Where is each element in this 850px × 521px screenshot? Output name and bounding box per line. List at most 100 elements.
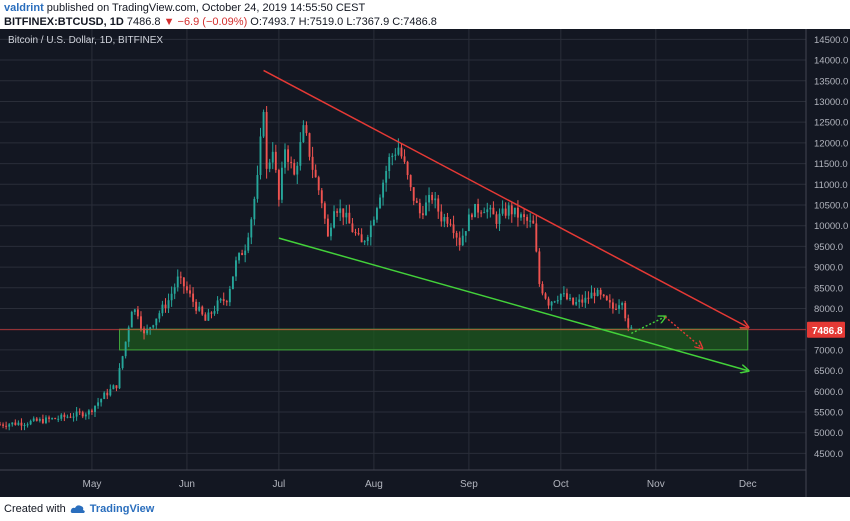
candle-body xyxy=(109,389,112,396)
resistance-trendline xyxy=(263,69,748,327)
x-tick-label: May xyxy=(82,479,101,490)
candle-body xyxy=(611,302,614,309)
last-price-tag-label: 7486.8 xyxy=(812,326,843,337)
candle-body xyxy=(461,235,464,246)
candle-body xyxy=(259,136,262,176)
y-tick-label: 11500.0 xyxy=(814,159,848,170)
candle-body xyxy=(516,207,519,218)
x-tick-label: Oct xyxy=(553,479,569,490)
candle-body xyxy=(216,300,219,312)
candle-body xyxy=(189,290,191,294)
candle-body xyxy=(467,214,470,232)
candle-body xyxy=(452,224,455,233)
candle-body xyxy=(434,198,437,201)
author-name[interactable]: valdrint xyxy=(4,2,44,14)
candle-body xyxy=(51,418,54,420)
brand-name[interactable]: TradingView xyxy=(89,503,155,515)
x-tick-label: Nov xyxy=(647,479,665,490)
candle-body xyxy=(575,302,578,305)
candle-body xyxy=(348,212,351,224)
candle-body xyxy=(219,299,222,301)
candle-body xyxy=(572,297,575,305)
chart-title: Bitcoin / U.S. Dollar, 1D, BITFINEX xyxy=(8,35,163,46)
candle-body xyxy=(608,300,611,303)
candle-body xyxy=(17,422,20,425)
candle-body xyxy=(41,419,44,423)
candle-body xyxy=(45,417,47,423)
candle-body xyxy=(231,276,234,289)
candle-body xyxy=(627,318,630,328)
candle-body xyxy=(547,298,550,306)
x-tick-label: Jun xyxy=(179,479,195,490)
candle-body xyxy=(100,398,103,403)
candle-body xyxy=(342,208,345,218)
candle-body xyxy=(311,156,314,170)
candle-body xyxy=(458,237,461,246)
candle-body xyxy=(412,187,415,201)
high-value: 7519.0 xyxy=(309,16,344,28)
y-tick-label: 14500.0 xyxy=(814,35,848,46)
candle-body xyxy=(403,156,406,162)
candle-body xyxy=(2,424,5,426)
candle-body xyxy=(440,211,443,222)
candle-body xyxy=(323,203,326,219)
candle-body xyxy=(624,303,627,319)
candle-body xyxy=(63,414,66,418)
candle-body xyxy=(158,313,161,319)
candle-body xyxy=(204,314,207,321)
candle-body xyxy=(118,368,121,389)
publish-text: published on TradingView.com, October 24… xyxy=(46,2,366,14)
x-tick-label: Jul xyxy=(272,479,285,490)
candle-body xyxy=(155,318,158,326)
y-tick-label: 11000.0 xyxy=(814,180,848,191)
candle-body xyxy=(170,293,173,301)
candle-body xyxy=(317,177,320,191)
candle-body xyxy=(566,293,568,300)
chart-container[interactable]: Bitcoin / U.S. Dollar, 1D, BITFINEX 4500.… xyxy=(0,29,850,497)
y-tick-label: 13000.0 xyxy=(814,97,848,108)
y-tick-label: 12000.0 xyxy=(814,138,848,149)
candle-body xyxy=(428,194,430,203)
candle-body xyxy=(366,237,369,242)
candle-body xyxy=(409,175,412,188)
candle-body xyxy=(185,286,188,291)
y-tick-label: 6000.0 xyxy=(814,387,843,398)
candle-body xyxy=(244,250,247,256)
candle-body xyxy=(54,418,57,420)
candle-body xyxy=(225,301,228,303)
candle-body xyxy=(280,167,283,200)
candle-body xyxy=(354,232,357,234)
chart-background xyxy=(0,29,850,497)
candle-body xyxy=(210,312,213,314)
candle-body xyxy=(550,301,553,306)
candle-body xyxy=(529,220,532,222)
candle-body xyxy=(578,299,581,303)
candle-body xyxy=(581,299,584,303)
candle-body xyxy=(302,125,305,143)
x-tick-label: Sep xyxy=(460,479,478,490)
x-tick-label: Aug xyxy=(365,479,383,490)
candle-body xyxy=(363,241,366,243)
candle-body xyxy=(526,217,529,221)
y-tick-label: 9500.0 xyxy=(814,242,843,253)
candle-body xyxy=(618,305,621,309)
candle-body xyxy=(124,341,127,357)
candle-body xyxy=(421,213,424,216)
candle-body xyxy=(418,202,421,214)
candle-body xyxy=(305,125,308,134)
candle-body xyxy=(161,304,164,314)
candle-body xyxy=(274,151,277,171)
candle-body xyxy=(339,208,342,213)
y-tick-label: 8500.0 xyxy=(814,283,843,294)
price-chart[interactable]: Bitcoin / U.S. Dollar, 1D, BITFINEX 4500.… xyxy=(0,29,850,497)
candle-body xyxy=(84,414,87,417)
candle-body xyxy=(621,303,624,306)
candle-body xyxy=(449,223,452,225)
candle-body xyxy=(385,171,388,183)
footer: Created with TradingView xyxy=(4,503,154,515)
candles xyxy=(0,106,633,431)
candle-body xyxy=(471,214,473,218)
symbol-label: BITFINEX:BTCUSD, 1D xyxy=(4,16,124,28)
candle-body xyxy=(87,410,90,415)
candle-body xyxy=(372,219,375,226)
